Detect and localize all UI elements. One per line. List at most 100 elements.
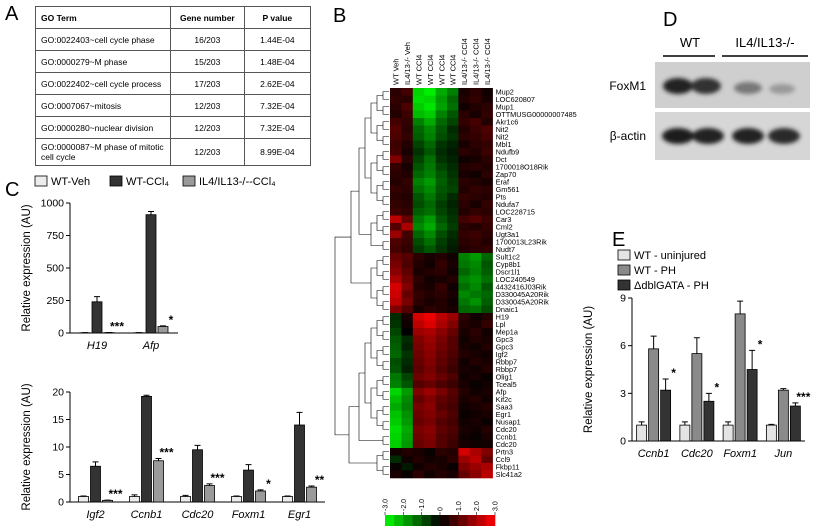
column-label: WT CCl4 xyxy=(437,55,446,85)
heatmap-cell xyxy=(447,140,459,149)
heatmap-cell xyxy=(390,155,402,164)
heatmap-cell xyxy=(469,380,482,389)
heatmap-cell xyxy=(481,343,493,351)
dendrogram-branch xyxy=(348,406,377,464)
heatmap-cell xyxy=(469,410,482,419)
heatmap-cell xyxy=(401,215,414,224)
table-cell: 1.44E-04 xyxy=(243,28,312,51)
colorbar-label: 1.0 xyxy=(456,501,463,511)
heatmap-cell xyxy=(458,215,471,224)
row-label: Gpc3 xyxy=(496,335,513,344)
row-label: Ccnb1 xyxy=(496,432,517,441)
heatmap-cell xyxy=(412,140,425,149)
heatmap-cell xyxy=(435,395,448,404)
heatmap-cell xyxy=(469,95,482,104)
dendrogram-branch xyxy=(382,316,389,325)
heatmap-cell xyxy=(401,88,414,96)
heatmap-cell xyxy=(481,260,493,269)
dendrogram-branch xyxy=(382,256,389,265)
heatmap-cell xyxy=(412,268,425,276)
heatmap-cell xyxy=(401,470,414,479)
heatmap-cell xyxy=(401,350,414,359)
heatmap-cell xyxy=(469,103,482,111)
heatmap-cell xyxy=(401,148,414,156)
heatmap-cell xyxy=(469,223,482,231)
legend-swatch xyxy=(182,175,196,187)
heatmap-cell xyxy=(481,103,493,111)
bar xyxy=(648,348,660,442)
heatmap-cell xyxy=(469,140,482,149)
heatmap-cell xyxy=(469,238,482,246)
heatmap-cell xyxy=(435,268,448,276)
x-tick-label: Afp xyxy=(142,340,160,352)
heatmap-cell xyxy=(401,373,414,381)
dendrogram-branch xyxy=(382,466,389,475)
dendrogram-branch xyxy=(350,190,371,284)
heatmap-cell xyxy=(469,350,482,359)
heatmap-cell xyxy=(390,133,402,141)
heatmap-cell xyxy=(390,380,402,389)
row-label: 1700018O18Rik xyxy=(496,162,549,171)
x-tick-label: Foxm1 xyxy=(723,448,757,460)
heatmap-cell xyxy=(435,95,448,104)
heatmap-cell xyxy=(424,373,436,381)
heatmap-cell xyxy=(481,275,493,284)
heatmap-cell xyxy=(401,170,414,179)
dendrogram-branch xyxy=(382,286,389,295)
dendrogram-branch xyxy=(382,226,389,235)
heatmap-cell xyxy=(412,193,425,201)
heatmap-cell xyxy=(401,448,414,456)
error-bar xyxy=(148,210,154,215)
heatmap-cell xyxy=(435,155,448,164)
error-bar xyxy=(650,335,657,349)
y-tick-label: 250 xyxy=(46,295,64,307)
dendrogram-branch xyxy=(370,327,377,359)
dendrogram-branch xyxy=(382,346,389,355)
row-label: Mbl1 xyxy=(496,140,512,149)
table-cell: 12/203 xyxy=(170,138,245,166)
heatmap-cell xyxy=(447,343,459,351)
heatmap-cell xyxy=(424,245,436,254)
x-tick-label: Foxm1 xyxy=(232,509,266,521)
dendrogram-branch xyxy=(364,117,371,179)
heatmap-cell xyxy=(435,193,448,201)
heatmap-cell xyxy=(481,380,493,389)
heatmap-cell xyxy=(412,245,425,254)
bar xyxy=(703,400,715,442)
dendrogram-branch xyxy=(376,410,383,426)
heatmap-cell xyxy=(458,448,471,456)
error-bar xyxy=(131,494,138,497)
heatmap-cell xyxy=(390,170,402,179)
heatmap-cell xyxy=(469,418,482,426)
heatmap-cell xyxy=(481,403,493,411)
colorbar-swatch xyxy=(385,515,395,526)
table-cell: GO:0000279~M phase xyxy=(34,50,172,73)
heatmap-cell xyxy=(469,290,482,299)
heatmap-cell xyxy=(469,448,482,456)
heatmap-cell xyxy=(424,103,436,111)
heatmap-cell xyxy=(469,230,482,239)
bar xyxy=(78,496,89,503)
panel-label: D xyxy=(663,9,677,31)
heatmap-cell xyxy=(390,403,402,411)
legend-swatch xyxy=(617,249,631,261)
heatmap-cell xyxy=(401,178,414,186)
heatmap-cell xyxy=(424,440,436,449)
heatmap-cell xyxy=(447,350,459,359)
heatmap-cell xyxy=(481,238,493,246)
row-label: Ndufa7 xyxy=(496,200,520,209)
bar xyxy=(153,460,164,503)
error-bar xyxy=(780,388,787,391)
significance: *** xyxy=(796,390,810,404)
heatmap-cell xyxy=(412,238,425,246)
y-tick-label: 6 xyxy=(620,340,626,352)
bar xyxy=(679,424,691,442)
heatmap-cell xyxy=(390,95,402,104)
x-tick-label: Jun xyxy=(774,448,793,460)
heatmap-cell xyxy=(435,425,448,434)
heatmap-cell xyxy=(401,118,414,126)
bar xyxy=(777,389,789,442)
dendrogram-branch xyxy=(382,421,389,430)
dendrogram-branch xyxy=(382,106,389,115)
